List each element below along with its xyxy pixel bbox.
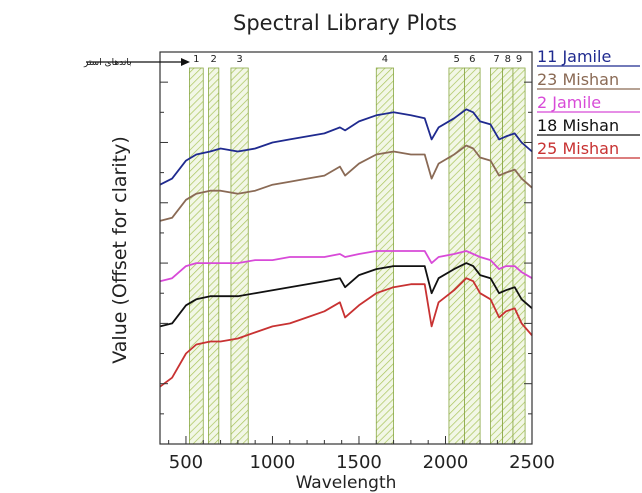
band-label: 1 bbox=[193, 54, 199, 65]
series-line bbox=[159, 262, 533, 328]
chart-title: Spectral Library Plots bbox=[233, 11, 457, 35]
band-label: 4 bbox=[382, 54, 388, 65]
legend-entry: 23 Mishan bbox=[537, 70, 619, 89]
band-annotation: باندهای استر bbox=[83, 58, 190, 68]
series-line bbox=[159, 144, 533, 222]
band-label: 7 bbox=[493, 54, 499, 65]
x-tick-label: 2000 bbox=[423, 452, 469, 473]
band-rect bbox=[490, 67, 503, 445]
band-rect bbox=[448, 67, 465, 445]
band-rect bbox=[375, 67, 394, 445]
arrow-head-icon bbox=[181, 58, 190, 66]
x-tick-label: 1000 bbox=[250, 452, 296, 473]
y-tick-marks bbox=[160, 81, 532, 415]
annotation-label: باندهای استر bbox=[83, 58, 132, 68]
band-rect bbox=[208, 67, 220, 445]
x-tick-label: 500 bbox=[169, 452, 203, 473]
legend: 11 Jamile 23 Mishan 2 Jamile 18 Mishan 25 Mi… bbox=[537, 47, 640, 159]
series-line bbox=[159, 250, 533, 283]
x-tick-label: 1500 bbox=[336, 452, 382, 473]
band-label: 5 bbox=[454, 54, 460, 65]
legend-entry: 18 Mishan bbox=[537, 116, 619, 135]
band-rect bbox=[189, 67, 204, 445]
plot-frame bbox=[159, 51, 533, 445]
series-line bbox=[159, 277, 533, 388]
band-label: 6 bbox=[469, 54, 475, 65]
band-label: 9 bbox=[516, 54, 522, 65]
series-line bbox=[159, 108, 533, 186]
legend-entry: 11 Jamile bbox=[537, 47, 611, 66]
legend-entry: 2 Jamile bbox=[537, 93, 601, 112]
x-axis-label: Wavelength bbox=[296, 473, 397, 493]
x-tick-label: 2500 bbox=[509, 452, 555, 473]
band-rect bbox=[512, 67, 526, 445]
x-axis: 500 1000 1500 2000 2500 bbox=[168, 436, 555, 473]
y-axis-label: Value (Offset for clarity) bbox=[109, 136, 131, 363]
series-layer bbox=[159, 108, 533, 388]
band-rect bbox=[502, 67, 514, 445]
band-rect bbox=[230, 67, 249, 445]
band-label: 8 bbox=[505, 54, 511, 65]
legend-entry: 25 Mishan bbox=[537, 139, 619, 158]
band-label: 2 bbox=[210, 54, 216, 65]
band-label: 3 bbox=[236, 54, 242, 65]
